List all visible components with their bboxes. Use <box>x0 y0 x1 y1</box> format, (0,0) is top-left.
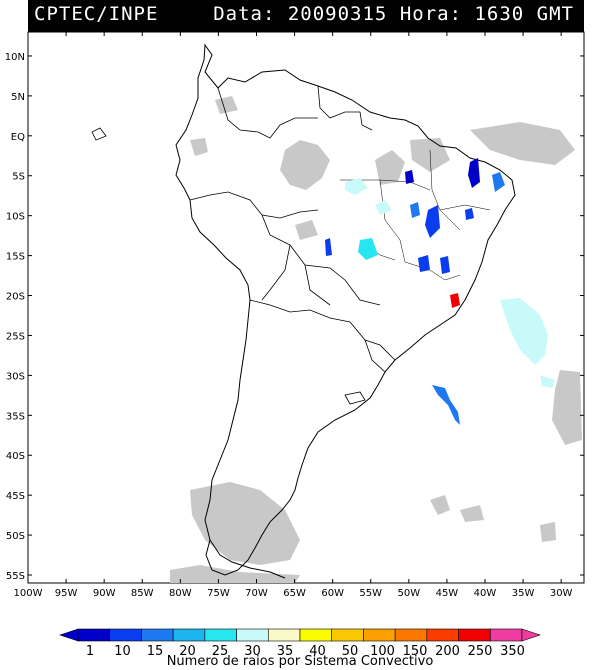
lon-label: 65W <box>283 588 306 599</box>
lat-label: 15S <box>6 252 25 263</box>
datetime-label: Data: 20090315 Hora: 1630 GMT <box>213 3 574 25</box>
south-america-coastline <box>175 43 516 576</box>
lightning-map: 10N5NEQ5S10S15S20S25S30S35S40S45S50S55S … <box>5 31 585 599</box>
legend-label: 10 <box>114 644 131 655</box>
lat-label: 30S <box>6 371 25 382</box>
system-cell <box>345 178 368 195</box>
lat-label: 45S <box>6 491 25 502</box>
legend-swatch <box>458 628 491 642</box>
map-frame <box>27 31 585 584</box>
system-cell <box>410 202 420 218</box>
lat-label: 25S <box>6 331 25 342</box>
legend-swatch <box>236 628 269 642</box>
lat-label: 55S <box>6 571 25 582</box>
legend-label: 30 <box>244 644 261 655</box>
lat-label: 50S <box>6 531 25 542</box>
system-cell <box>432 385 460 425</box>
legend: 1 10 15 20 25 30 35 40 50 100 150 200 250 350 <box>59 628 541 655</box>
system-cell <box>465 208 474 220</box>
legend-swatch <box>77 628 111 642</box>
system-cell <box>450 293 460 308</box>
galapagos <box>91 127 107 141</box>
legend-label: 50 <box>342 644 359 655</box>
legend-label: 100 <box>370 644 395 655</box>
legend-label: 1 <box>86 644 94 655</box>
map-header: CPTEC/INPE Data: 20090315 Hora: 1630 GMT <box>28 0 584 32</box>
convective-systems <box>325 158 555 425</box>
system-cell <box>540 375 555 388</box>
lon-label: 90W <box>93 588 116 599</box>
legend-swatch <box>331 628 364 642</box>
legend-swatch <box>172 628 206 642</box>
legend-label: 250 <box>468 644 493 655</box>
system-cell <box>358 238 378 260</box>
legend-label: 40 <box>309 644 326 655</box>
legend-colorbar <box>59 628 541 642</box>
legend-label: 150 <box>403 644 428 655</box>
system-cell <box>325 238 332 256</box>
lat-label: 20S <box>6 292 25 303</box>
time-label: Hora: <box>399 3 463 25</box>
legend-swatch <box>204 628 237 642</box>
system-cell <box>405 170 414 184</box>
cloud-cover <box>170 96 582 583</box>
latitude-ticks: 10N 5N EQ 5S 10S 15S 20S 25S 30S 35S 40S 45S 50S 55S <box>5 52 584 582</box>
legend-swatch <box>267 628 301 642</box>
legend-swatch <box>363 628 396 642</box>
lon-label: 60W <box>321 588 344 599</box>
lon-label: 45W <box>436 588 459 599</box>
legend-label: 20 <box>179 644 196 655</box>
date-value: 20090315 <box>287 3 388 25</box>
lat-label: 40S <box>6 451 25 462</box>
legend-label: 15 <box>147 644 164 655</box>
system-cell <box>425 205 440 238</box>
system-cell <box>500 298 548 365</box>
lon-label: 55W <box>359 588 382 599</box>
system-cell <box>440 256 450 274</box>
system-cell <box>418 255 430 272</box>
lon-label: 95W <box>55 588 78 599</box>
legend-title: Numero de raios por Sistema Convectivo <box>166 654 434 669</box>
lat-label: 5S <box>12 172 25 183</box>
legend-swatch <box>299 628 333 642</box>
time-value: 1630 GMT <box>474 3 574 25</box>
longitude-ticks: 100W 95W 90W 85W 80W 75W 70W 65W 60W 55W 50W 45W 40W… <box>14 32 573 599</box>
lon-label: 75W <box>207 588 230 599</box>
lon-label: 30W <box>550 588 573 599</box>
lat-label: EQ <box>11 132 25 143</box>
falklands <box>344 391 366 405</box>
legend-label: 25 <box>212 644 229 655</box>
legend-arrow-right <box>521 628 541 642</box>
legend-label: 200 <box>435 644 460 655</box>
lat-label: 5N <box>11 92 25 103</box>
legend-swatch <box>394 628 428 642</box>
state-borders <box>340 149 491 281</box>
legend-labels: 1 10 15 20 25 30 35 40 50 100 150 200 250 350 <box>86 644 525 655</box>
lon-label: 40W <box>474 588 497 599</box>
legend-swatch <box>141 628 174 642</box>
legend-label: 350 <box>500 644 525 655</box>
agency-label: CPTEC/INPE <box>34 3 159 25</box>
country-borders <box>189 85 396 373</box>
lon-label: 100W <box>14 588 43 599</box>
legend-arrow-left <box>59 628 79 642</box>
lon-label: 50W <box>398 588 421 599</box>
lon-label: 35W <box>512 588 535 599</box>
legend-swatch <box>426 628 459 642</box>
legend-swatch <box>489 628 523 642</box>
date-label: Data: <box>213 3 276 25</box>
lat-label: 10S <box>6 212 25 223</box>
lon-label: 85W <box>131 588 154 599</box>
legend-label: 35 <box>277 644 294 655</box>
lat-label: 10N <box>5 52 25 63</box>
lon-label: 70W <box>245 588 268 599</box>
system-cell <box>375 200 392 215</box>
legend-swatch <box>109 628 142 642</box>
lon-label: 80W <box>169 588 192 599</box>
system-cell <box>492 172 505 192</box>
tierra-del-fuego <box>209 539 286 579</box>
system-cell <box>468 158 480 188</box>
lat-label: 35S <box>6 411 25 422</box>
